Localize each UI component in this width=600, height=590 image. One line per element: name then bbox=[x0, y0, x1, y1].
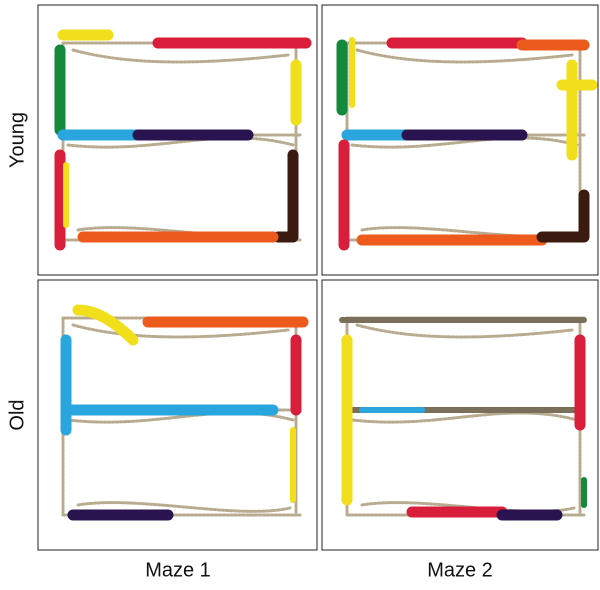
trajectory-segment bbox=[272, 149, 299, 243]
trajectory-segment bbox=[556, 59, 598, 161]
trajectory-segment bbox=[72, 304, 139, 346]
column-label: Maze 1 bbox=[145, 559, 211, 581]
panel-old-maze-1 bbox=[37, 279, 318, 551]
column-label: Maze 2 bbox=[427, 559, 493, 581]
panel-young-maze-2 bbox=[321, 4, 599, 276]
panel-old-maze-2 bbox=[321, 279, 599, 551]
row-label: Old bbox=[6, 399, 28, 430]
row-label: Young bbox=[6, 112, 28, 168]
trajectory-segment bbox=[536, 189, 590, 243]
panel-young-maze-1 bbox=[37, 4, 318, 276]
